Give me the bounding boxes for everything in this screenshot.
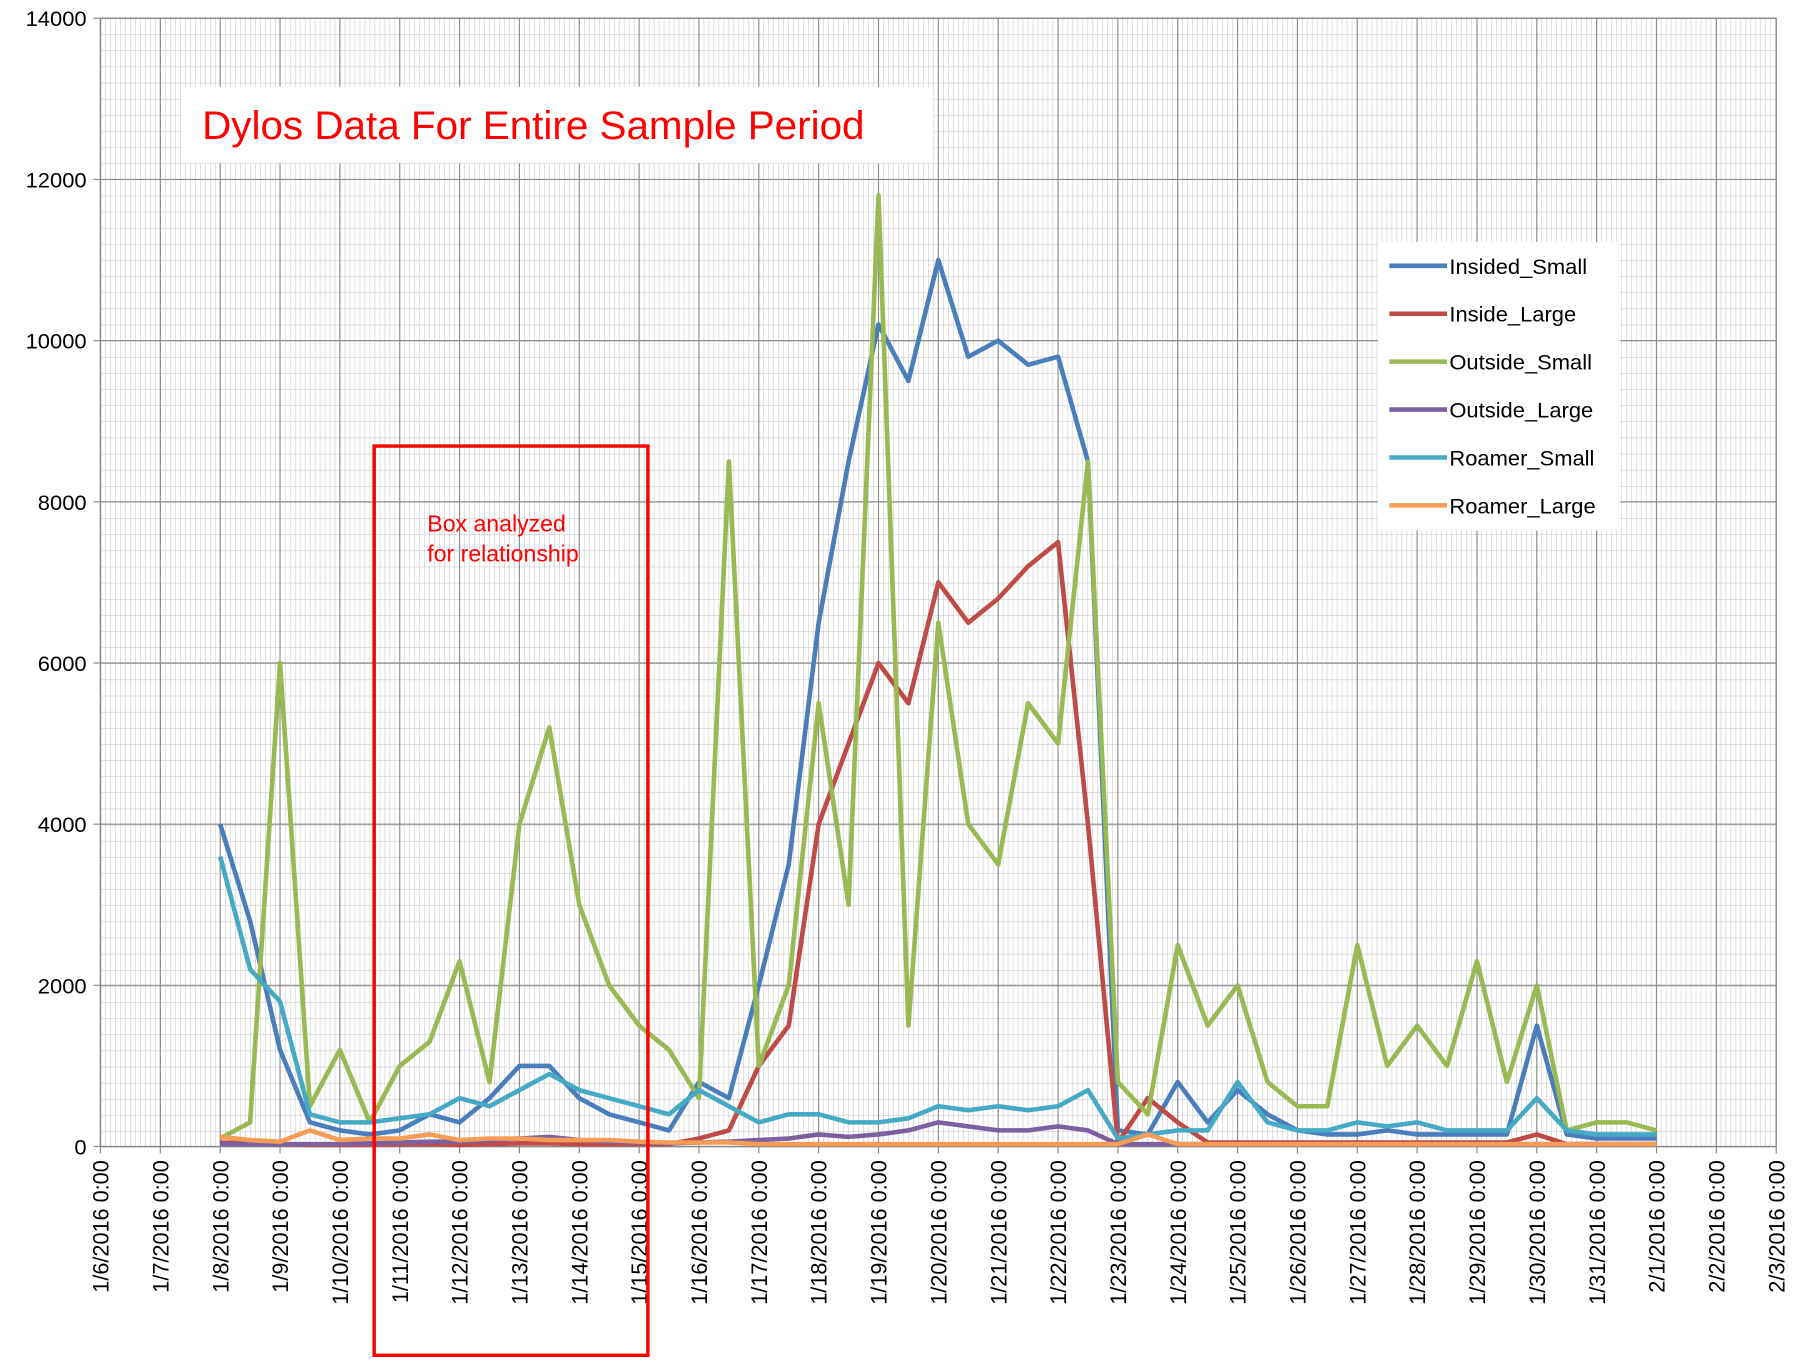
x-tick-label: 1/9/2016 0:00 bbox=[268, 1160, 293, 1293]
chart-title: Dylos Data For Entire Sample Period bbox=[202, 103, 864, 148]
x-tick-label: 1/29/2016 0:00 bbox=[1465, 1160, 1490, 1305]
legend-label: Roamer_Small bbox=[1449, 446, 1594, 471]
x-tick-label: 1/24/2016 0:00 bbox=[1166, 1160, 1191, 1305]
x-tick-label: 2/3/2016 0:00 bbox=[1764, 1160, 1789, 1293]
plot-border bbox=[99, 17, 1777, 1148]
x-tick-label: 1/19/2016 0:00 bbox=[866, 1160, 891, 1305]
x-tick-label: 1/20/2016 0:00 bbox=[926, 1160, 951, 1305]
y-tick-label: 12000 bbox=[26, 168, 87, 193]
legend-label: Outside_Large bbox=[1449, 398, 1593, 423]
x-tick-label: 1/12/2016 0:00 bbox=[448, 1160, 473, 1305]
x-tick-label: 1/21/2016 0:00 bbox=[986, 1160, 1011, 1305]
y-tick-label: 8000 bbox=[38, 490, 87, 515]
legend-label: Inside_Large bbox=[1449, 302, 1576, 327]
x-tick-label: 2/2/2016 0:00 bbox=[1704, 1160, 1729, 1293]
annotation-box bbox=[372, 444, 650, 1358]
x-tick-label: 1/17/2016 0:00 bbox=[747, 1160, 772, 1305]
annotation: Box analyzed bbox=[427, 511, 566, 537]
x-tick-label: 1/18/2016 0:00 bbox=[807, 1160, 832, 1305]
x-tick-label: 1/13/2016 0:00 bbox=[507, 1160, 532, 1305]
annotation: for relationship bbox=[427, 540, 578, 566]
y-tick-label: 4000 bbox=[38, 812, 87, 837]
legend-label: Roamer_Large bbox=[1449, 493, 1595, 518]
x-tick-label: 1/14/2016 0:00 bbox=[567, 1160, 592, 1305]
y-tick-label: 0 bbox=[74, 1135, 86, 1160]
x-tick-label: 1/10/2016 0:00 bbox=[328, 1160, 353, 1305]
y-tick-label: 14000 bbox=[26, 6, 87, 31]
x-tick-label: 2/1/2016 0:00 bbox=[1644, 1160, 1669, 1293]
x-tick-label: 1/27/2016 0:00 bbox=[1345, 1160, 1370, 1305]
x-tick-label: 1/23/2016 0:00 bbox=[1106, 1160, 1131, 1305]
x-tick-label: 1/22/2016 0:00 bbox=[1046, 1160, 1071, 1305]
series-line bbox=[219, 193, 1658, 1141]
x-tick-label: 1/16/2016 0:00 bbox=[687, 1160, 712, 1305]
y-tick-label: 6000 bbox=[38, 651, 87, 676]
x-tick-label: 1/11/2016 0:00 bbox=[388, 1160, 413, 1303]
x-tick-label: 1/6/2016 0:00 bbox=[88, 1160, 113, 1293]
x-tick-label: 1/25/2016 0:00 bbox=[1226, 1160, 1251, 1305]
legend-box bbox=[1377, 241, 1621, 531]
x-tick-label: 1/31/2016 0:00 bbox=[1585, 1160, 1610, 1305]
legend-label: Outside_Small bbox=[1449, 350, 1592, 375]
plot-layer: 0 2000 4000 6000 8000 10000 12000 14000 1/6/2016… bbox=[26, 6, 1789, 1358]
x-tick-label: 1/28/2016 0:00 bbox=[1405, 1160, 1430, 1305]
series-line bbox=[219, 1128, 1657, 1147]
y-tick-label: 10000 bbox=[26, 329, 87, 354]
y-tick-label: 2000 bbox=[38, 973, 87, 998]
x-tick-label: 1/7/2016 0:00 bbox=[148, 1160, 173, 1293]
x-tick-label: 1/26/2016 0:00 bbox=[1285, 1160, 1310, 1305]
x-tick-label: 1/8/2016 0:00 bbox=[208, 1160, 233, 1293]
series-line bbox=[217, 257, 1657, 1141]
x-tick-label: 1/30/2016 0:00 bbox=[1525, 1160, 1550, 1305]
legend-label: Insided_Small bbox=[1449, 254, 1587, 279]
series-line bbox=[217, 855, 1657, 1141]
title-box bbox=[181, 86, 934, 164]
